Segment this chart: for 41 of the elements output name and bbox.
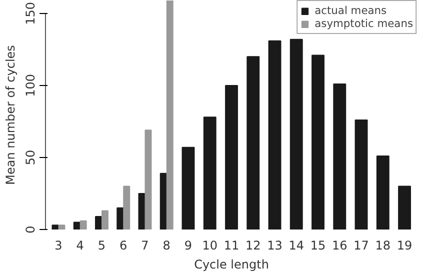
x-tick-label: 4 (76, 238, 84, 252)
legend-label: actual means (314, 4, 387, 17)
bar (203, 116, 216, 230)
x-tick-label: 19 (396, 238, 412, 252)
x-axis-title: Cycle length (194, 258, 269, 272)
x-tick-label: 14 (288, 238, 304, 252)
bar (58, 224, 66, 230)
y-tick-label: 0 (24, 226, 38, 234)
legend-label: asymptotic means (314, 17, 413, 30)
x-tick-label: 3 (54, 238, 62, 252)
bar (80, 220, 87, 230)
x-tick-label: 16 (332, 238, 348, 252)
x-tick-label: 5 (98, 238, 106, 252)
bar (290, 38, 303, 230)
bar (312, 54, 324, 230)
y-axis-title: Mean number of cycles (4, 45, 18, 185)
x-tick-label: 8 (162, 238, 170, 252)
y-tick-label: 150 (24, 2, 38, 25)
y-tick-label: 50 (24, 150, 38, 166)
x-tick-label: 13 (267, 238, 282, 252)
x-tick-label: 7 (141, 238, 149, 252)
y-tick-label: 100 (24, 74, 38, 97)
x-tick-label: 17 (354, 238, 369, 252)
bar (398, 186, 411, 230)
bar (268, 40, 282, 230)
x-tick-label: 6 (120, 238, 128, 252)
x-tick-label: 18 (375, 238, 391, 252)
x-tick-label: 15 (310, 238, 326, 252)
bar (333, 84, 346, 230)
bar (376, 156, 390, 230)
bar (101, 210, 108, 230)
bar (354, 120, 368, 230)
bar (246, 56, 260, 230)
bar (144, 130, 152, 230)
x-tick-label: 10 (202, 238, 218, 252)
bar (225, 84, 238, 230)
x-tick-label: 12 (245, 238, 261, 252)
bar (166, 0, 174, 230)
x-tick-label: 9 (184, 238, 192, 252)
x-tick-label: 11 (224, 238, 240, 252)
bar (123, 186, 130, 230)
